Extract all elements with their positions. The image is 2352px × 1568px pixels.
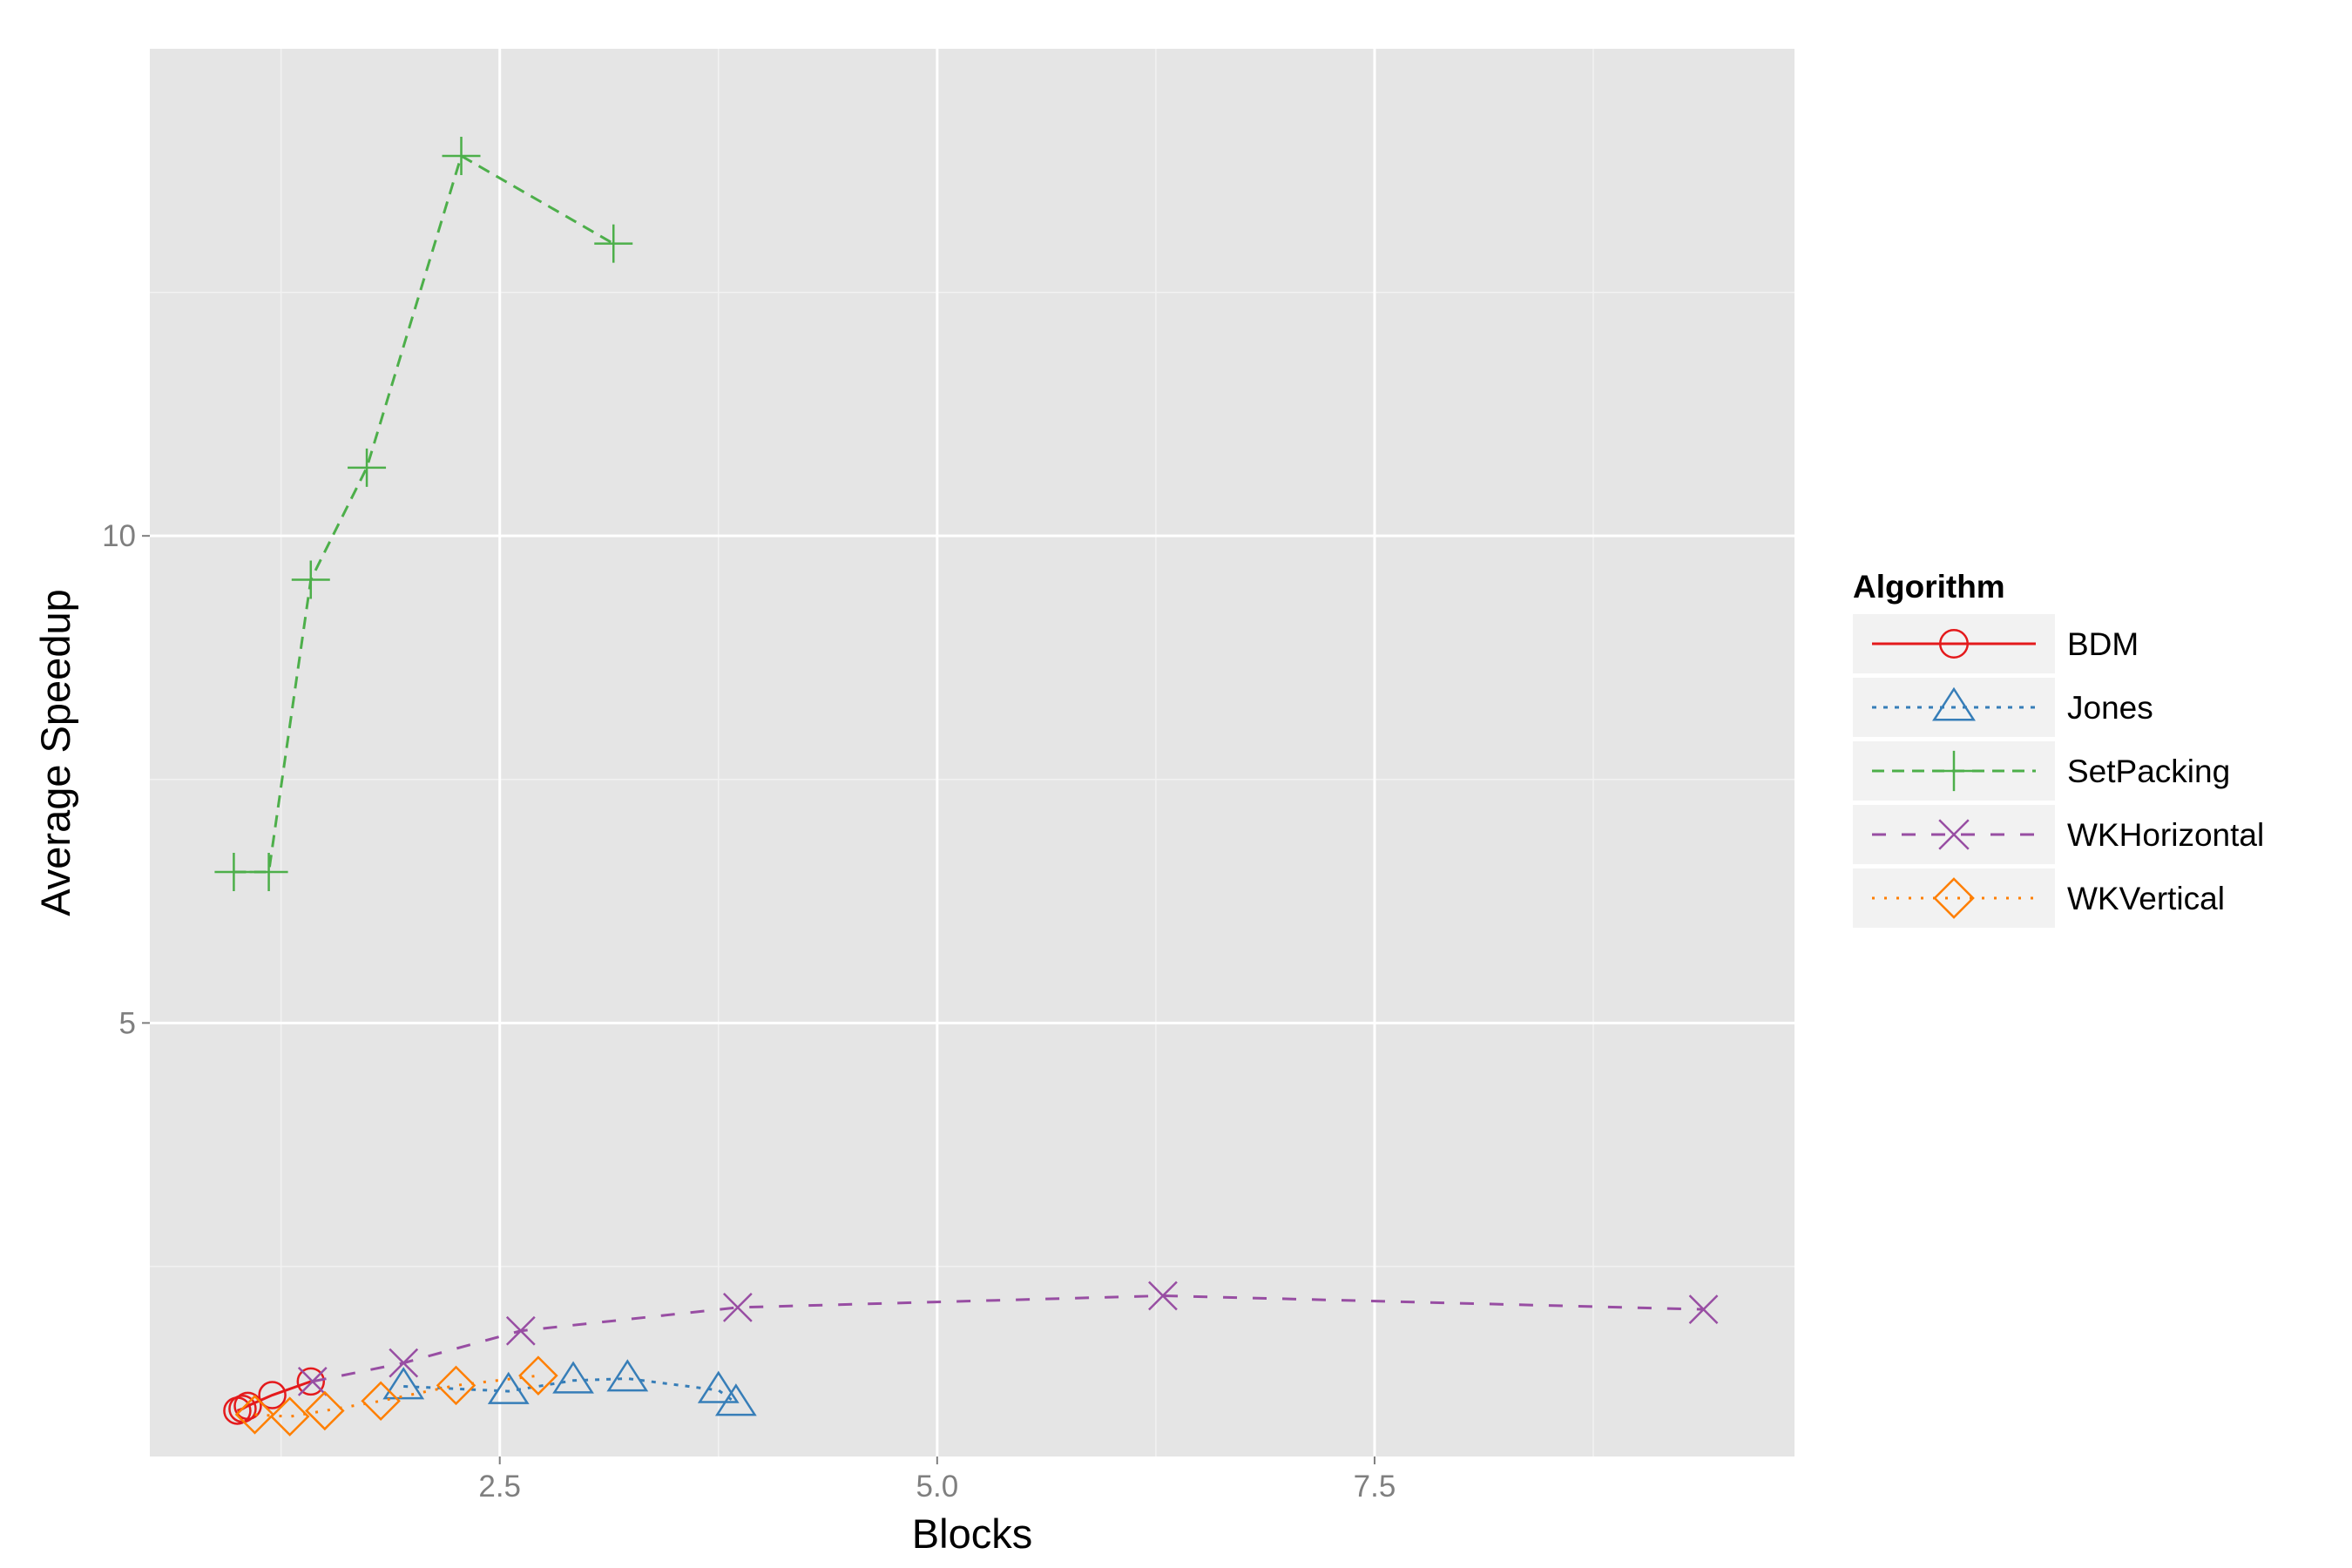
data-point-setpacking: [291, 560, 330, 599]
legend-key-marker: [1933, 877, 1975, 919]
data-point-bdm: [233, 1391, 262, 1421]
data-point-setpacking: [348, 448, 387, 487]
data-point-wkvertical: [436, 1365, 476, 1406]
data-point-wkvertical: [518, 1355, 558, 1396]
data-point-jones: [606, 1359, 649, 1392]
series-line-jones: [403, 1377, 737, 1404]
data-point-wkhorizontal: [389, 1348, 419, 1378]
x-tick-label: 5.0: [916, 1470, 959, 1504]
data-point-setpacking: [594, 224, 633, 263]
data-point-jones: [697, 1370, 740, 1403]
data-point-setpacking: [249, 852, 288, 891]
y-axis-title: Average Speedup: [32, 589, 78, 916]
major-gridlines: [150, 49, 1794, 1456]
minor-gridlines: [150, 49, 1794, 1456]
x-tick-label: 2.5: [478, 1470, 521, 1504]
series-line-wkhorizontal: [312, 1294, 1704, 1383]
plot-panel: [150, 49, 1794, 1456]
legend-title: Algorithm: [1853, 569, 2005, 605]
legend-item-jones: Jones: [1853, 678, 2153, 737]
legend-label: WKHorizontal: [2067, 817, 2264, 853]
data-point-wkhorizontal: [722, 1293, 753, 1322]
series-setpacking: [214, 137, 633, 891]
data-point-jones: [487, 1371, 530, 1404]
data-point-wkhorizontal: [297, 1367, 328, 1396]
x-axis-title: Blocks: [912, 1511, 1032, 1557]
data-point-wkvertical: [361, 1381, 401, 1422]
data-point-bdm: [258, 1381, 287, 1409]
legend-label: Jones: [2067, 690, 2153, 726]
series-wkhorizontal: [297, 1281, 1719, 1396]
data-point-setpacking: [442, 137, 481, 176]
data-point-setpacking: [214, 852, 253, 891]
legend-item-setpacking: SetPacking: [1853, 741, 2230, 801]
data-point-wkvertical: [269, 1396, 310, 1436]
legend-key-marker: [1938, 819, 1970, 850]
y-tick-label: 5: [119, 1006, 136, 1040]
legend-item-wkvertical: WKVertical: [1853, 868, 2225, 928]
series-layer: [214, 137, 1719, 1436]
series-line-wkvertical: [254, 1374, 539, 1418]
series-wkvertical: [234, 1355, 558, 1436]
legend: Algorithm BDM Jones SetPacking WKHorizontal…: [1853, 569, 2264, 928]
data-point-wkhorizontal: [1688, 1294, 1719, 1325]
legend-label: WKVertical: [2067, 881, 2225, 916]
y-tick-label: 10: [102, 519, 136, 553]
data-point-wkhorizontal: [1148, 1281, 1178, 1311]
series-jones: [382, 1359, 757, 1416]
data-point-jones: [714, 1383, 757, 1416]
legend-item-bdm: BDM: [1853, 614, 2139, 673]
data-point-bdm: [296, 1367, 326, 1396]
legend-item-wkhorizontal: WKHorizontal: [1853, 805, 2264, 864]
legend-label: SetPacking: [2067, 754, 2230, 789]
data-point-wkvertical: [305, 1390, 345, 1431]
data-point-jones: [382, 1367, 425, 1400]
data-point-jones: [552, 1361, 594, 1394]
x-tick-label: 7.5: [1354, 1470, 1396, 1504]
data-point-wkvertical: [234, 1395, 275, 1435]
legend-key-marker: [1933, 750, 1975, 792]
legend-key-marker: [1932, 686, 1976, 721]
legend-key-marker: [1939, 629, 1969, 659]
legend-label: BDM: [2067, 626, 2139, 662]
data-point-wkhorizontal: [505, 1315, 536, 1346]
axis-ticks: 2.5 5.0 7.5 5 10: [102, 519, 1396, 1504]
